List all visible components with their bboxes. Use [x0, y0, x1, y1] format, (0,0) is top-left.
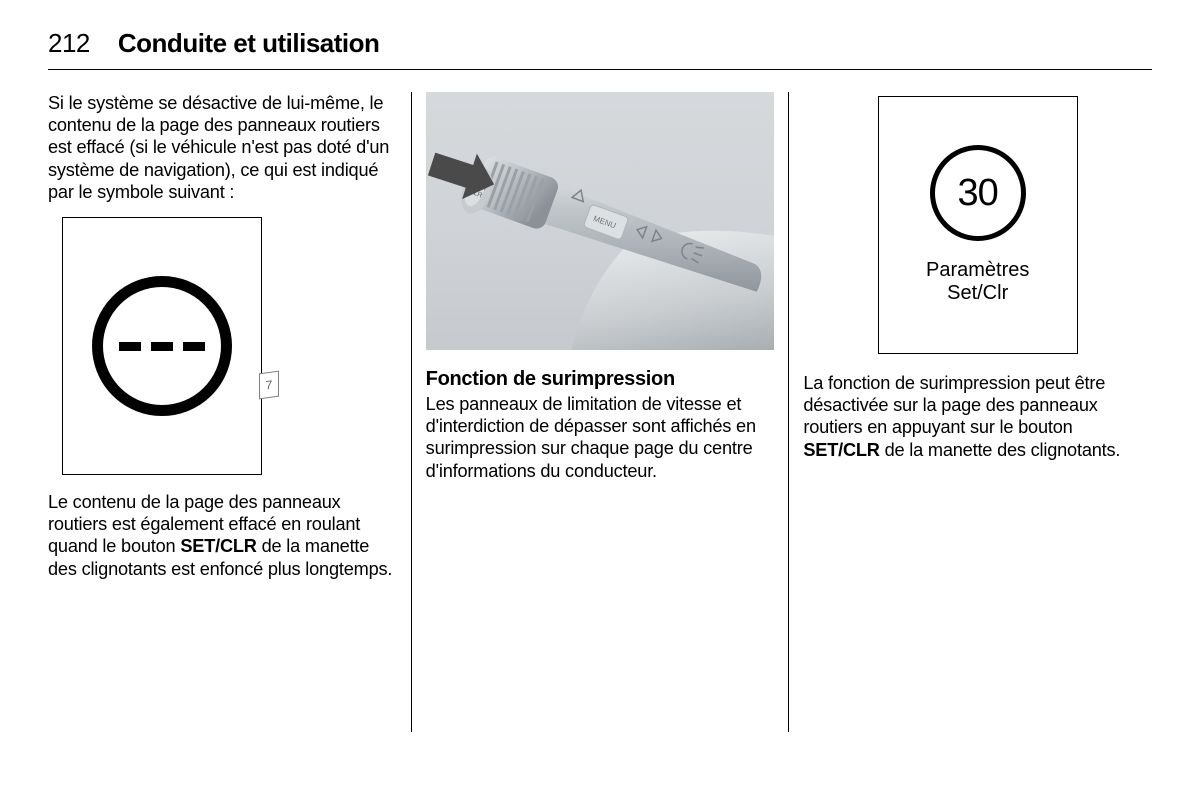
- figure-side-tab: 7: [259, 370, 279, 399]
- speed-limit-sign-icon: 30: [930, 145, 1026, 241]
- col2-paragraph-1: Les panneaux de limitation de vitesse et…: [426, 393, 775, 482]
- col3-paragraph-1: La fonction de surimpression peut être d…: [803, 372, 1152, 461]
- page-number: 212: [48, 28, 90, 59]
- figure-turn-signal-stalk: SET/ CLR MENU: [426, 92, 775, 350]
- figure-speed-sign-screen: 30 Paramètres Set/Clr: [878, 96, 1078, 354]
- figure-empty-sign-wrap: 7: [48, 217, 397, 475]
- empty-sign-circle-icon: [92, 276, 232, 416]
- text-run: La fonction de surimpression peut être d…: [803, 373, 1105, 437]
- header-rule: [48, 69, 1152, 70]
- column-2: SET/ CLR MENU: [411, 92, 789, 732]
- figure-empty-sign: 7: [62, 217, 262, 475]
- dash-icon: [119, 342, 141, 351]
- dash-icon: [183, 342, 205, 351]
- stalk-illustration-svg: SET/ CLR MENU: [426, 92, 775, 350]
- chapter-title: Conduite et utilisation: [118, 28, 380, 59]
- column-1: Si le système se désactive de lui-même, …: [48, 92, 411, 732]
- col1-paragraph-1: Si le système se désactive de lui-même, …: [48, 92, 397, 203]
- content-columns: Si le système se désactive de lui-même, …: [48, 92, 1152, 732]
- col2-heading: Fonction de surimpression: [426, 368, 775, 391]
- screen-caption: Paramètres Set/Clr: [926, 259, 1029, 305]
- setclr-bold-text: SET/CLR: [803, 440, 879, 460]
- col1-paragraph-2: Le contenu de la page des panneaux routi…: [48, 491, 397, 580]
- dash-icon: [151, 342, 173, 351]
- setclr-bold-text: SET/CLR: [180, 536, 256, 556]
- text-run: de la manette des clignotants.: [880, 440, 1121, 460]
- figure-screen-wrap: 30 Paramètres Set/Clr: [803, 96, 1152, 354]
- column-3: 30 Paramètres Set/Clr La fonction de sur…: [788, 92, 1152, 732]
- screen-line-1: Paramètres: [926, 259, 1029, 281]
- page-header: 212 Conduite et utilisation: [48, 28, 1152, 59]
- screen-line-2: Set/Clr: [947, 282, 1008, 304]
